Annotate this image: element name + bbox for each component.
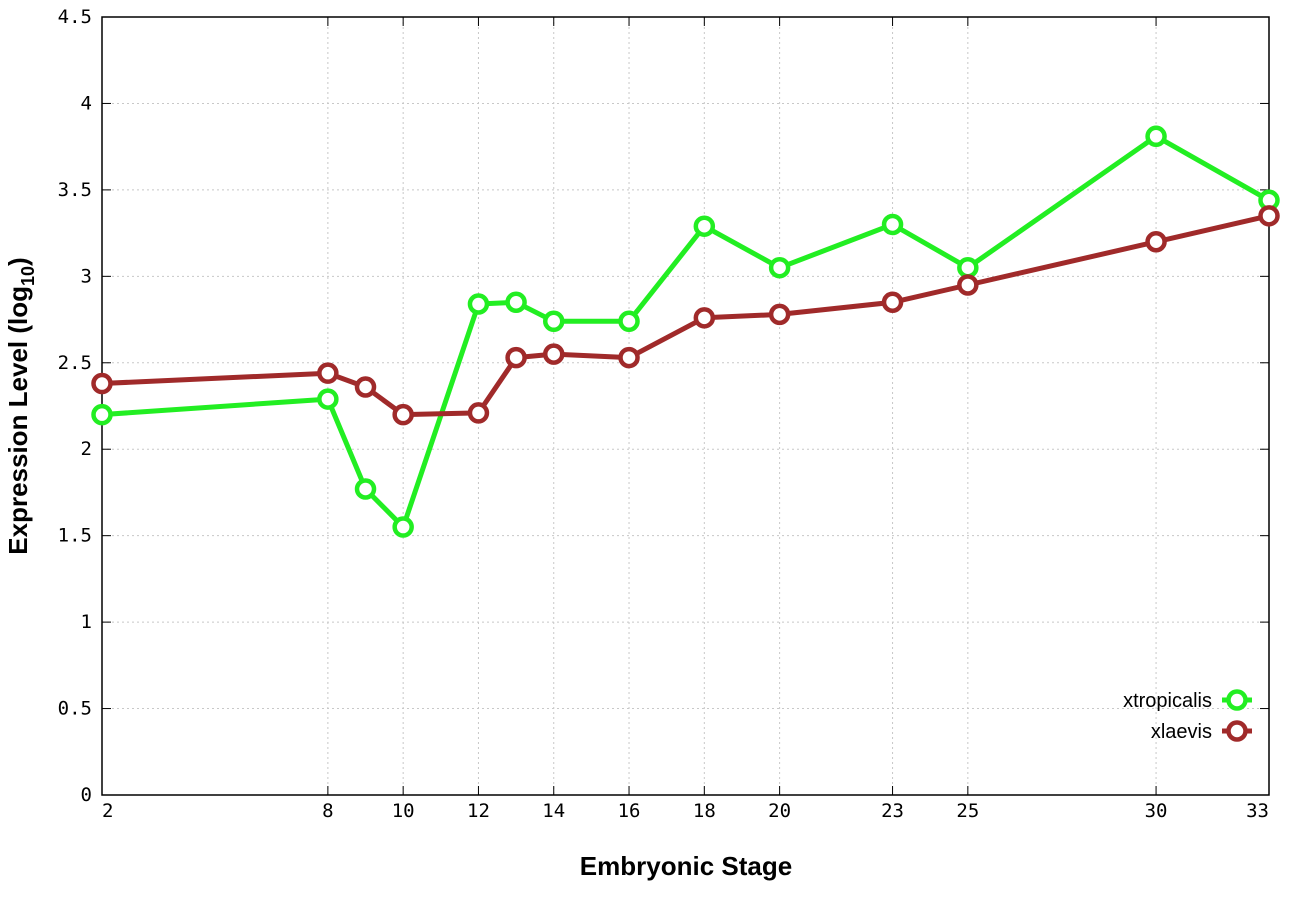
y-tick-label: 4: [81, 92, 92, 114]
data-point-xtropicalis: [505, 291, 527, 314]
x-tick-label: 23: [881, 800, 904, 822]
plot-background: [102, 17, 1269, 795]
y-tick-label: 2.5: [58, 352, 92, 374]
y-tick-label: 3: [81, 265, 92, 287]
data-point-xlaevis: [392, 403, 414, 426]
x-tick-label: 25: [956, 800, 979, 822]
y-axis-title-subscript: 10: [18, 266, 38, 286]
legend: xtropicalis xlaevis: [1123, 689, 1252, 743]
legend-label-xtropicalis: xtropicalis: [1123, 690, 1212, 712]
x-tick-label: 18: [693, 800, 716, 822]
data-point-xlaevis: [957, 274, 979, 296]
data-point-xtropicalis: [392, 516, 414, 538]
y-tick-label: 0: [81, 784, 92, 806]
data-point-xlaevis: [1258, 205, 1280, 227]
legend-marker-xtropicalis: [1226, 689, 1248, 711]
y-tick-label: 1.5: [58, 525, 92, 547]
y-tick-label: 3.5: [58, 179, 92, 201]
x-axis-title: Embryonic Stage: [580, 851, 792, 881]
data-point-xlaevis: [768, 303, 791, 326]
data-point-xtropicalis: [91, 403, 113, 426]
data-point-xtropicalis: [881, 213, 904, 236]
data-point-xlaevis: [542, 343, 565, 365]
data-point-xlaevis: [618, 346, 640, 369]
data-point-xlaevis: [354, 376, 377, 398]
data-point-xtropicalis: [317, 388, 339, 410]
data-point-xtropicalis: [768, 256, 791, 279]
y-axis-title-close: ): [3, 257, 33, 266]
data-point-xtropicalis: [1145, 125, 1167, 148]
data-point-xlaevis: [317, 362, 339, 384]
x-tick-label: 33: [1246, 800, 1269, 822]
data-point-xlaevis: [1145, 231, 1167, 253]
data-point-xlaevis: [91, 372, 113, 395]
data-point-xlaevis: [505, 346, 527, 369]
x-tick-label: 16: [618, 800, 641, 822]
x-tick-label: 20: [768, 800, 791, 822]
data-point-xtropicalis: [618, 310, 640, 333]
x-tick-label: 30: [1145, 800, 1168, 822]
x-tick-label: 8: [322, 800, 333, 822]
data-point-xtropicalis: [693, 215, 716, 237]
y-tick-label: 4.5: [58, 6, 92, 28]
data-point-xtropicalis: [542, 310, 565, 333]
x-tick-label: 14: [542, 800, 565, 822]
y-tick-label: 1: [81, 611, 92, 633]
data-point-xtropicalis: [957, 256, 979, 279]
ticks: 0 0.5 1 1.5 2 2.5 3 3.5 4 4.5 2 8 10 12 14 16 18 20 23 25 30…: [58, 6, 1270, 822]
data-point-xtropicalis: [354, 478, 377, 500]
y-tick-label: 0.5: [58, 698, 92, 720]
data-point-xlaevis: [693, 307, 716, 329]
data-point-xlaevis: [467, 402, 490, 424]
x-tick-label: 12: [467, 800, 490, 822]
x-tick-label: 10: [392, 800, 415, 822]
x-tick-label: 2: [102, 800, 113, 822]
legend-marker-xlaevis: [1226, 720, 1248, 742]
series-group: [91, 125, 1280, 538]
data-point-xtropicalis: [467, 293, 490, 315]
y-tick-label: 2: [81, 438, 92, 460]
legend-label-xlaevis: xlaevis: [1151, 721, 1212, 743]
y-axis-title: Expression Level (log10): [3, 257, 38, 554]
data-point-xlaevis: [881, 291, 904, 314]
y-axis-title-main: Expression Level (log: [3, 286, 33, 555]
